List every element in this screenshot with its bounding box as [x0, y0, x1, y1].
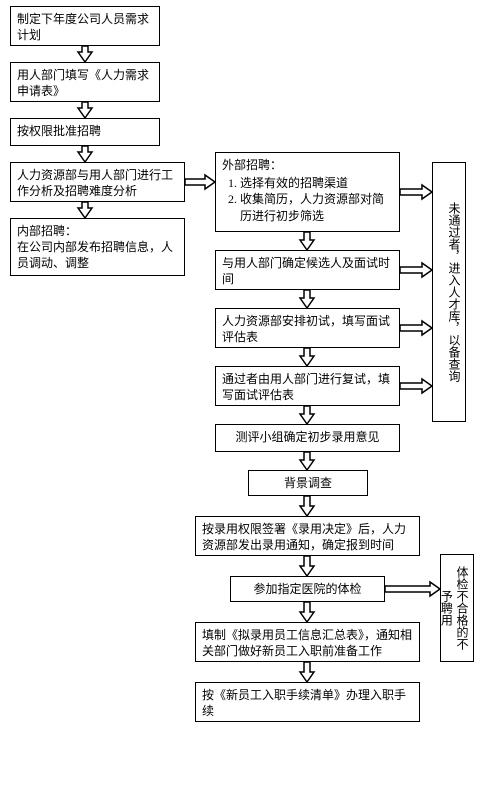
node-request-form: 用人部门填写《人力需求申请表》: [10, 62, 160, 102]
node-summary: 填制《拟录用员工信息汇总表》，通知相关部门做好新员工入职前准备工作: [195, 622, 420, 662]
node-second-interview: 通过者由用人部门进行复试，填写面试评估表: [215, 366, 400, 406]
node-plan: 制定下年度公司人员需求计划: [10, 6, 160, 46]
external-item-1: 选择有效的招聘渠道: [240, 175, 393, 191]
node-onboarding: 按《新员工入职手续清单》办理入职手续: [195, 682, 420, 722]
node-background: 背景调查: [248, 470, 368, 496]
external-header: 外部招聘：: [222, 157, 393, 173]
external-list: 选择有效的招聘渠道 收集简历，人力资源部对简历进行初步筛选: [240, 175, 393, 224]
external-item-2: 收集简历，人力资源部对简历进行初步筛选: [240, 191, 393, 223]
node-approve: 按权限批准招聘: [10, 118, 160, 146]
node-fail-medical: 体检不合格的不予聘用: [440, 554, 474, 662]
node-internal: 内部招聘： 在公司内部发布招聘信息，人员调动、调整: [10, 218, 185, 276]
node-analysis: 人力资源部与用人部门进行工作分析及招聘难度分析: [10, 162, 185, 202]
node-candidates: 与用人部门确定候选人及面试时间: [215, 250, 400, 290]
node-external: 外部招聘： 选择有效的招聘渠道 收集简历，人力资源部对简历进行初步筛选: [215, 152, 400, 232]
node-medical: 参加指定医院的体检: [230, 576, 385, 602]
node-first-interview: 人力资源部安排初试，填写面试评估表: [215, 308, 400, 348]
node-talent-pool: 未通过者，进入人才库，以备查询: [432, 162, 466, 422]
node-offer: 按录用权限签署《录用决定》后，人力资源部发出录用通知，确定报到时间: [195, 516, 420, 556]
node-assessment: 测评小组确定初步录用意见: [215, 424, 400, 452]
